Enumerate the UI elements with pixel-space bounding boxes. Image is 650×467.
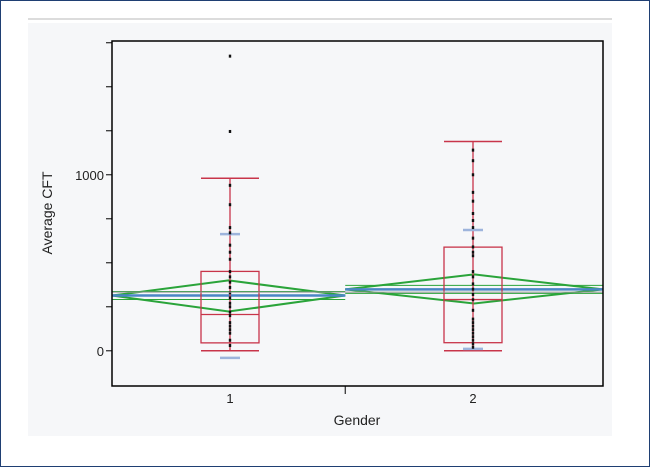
data-point [228, 301, 232, 305]
data-point [228, 285, 232, 289]
data-point [228, 203, 232, 207]
data-point [471, 292, 475, 296]
data-point [471, 212, 475, 215]
data-point [471, 219, 475, 223]
chart-panel [28, 23, 612, 436]
data-point [471, 254, 475, 258]
data-point [228, 243, 232, 247]
x-tick-label: 1 [226, 391, 233, 406]
data-point [228, 231, 232, 235]
data-point [228, 310, 232, 314]
data-point [228, 54, 232, 58]
divider [28, 18, 612, 20]
data-point [471, 328, 475, 332]
data-point [471, 199, 475, 203]
data-point [471, 335, 475, 339]
data-point [471, 148, 475, 152]
data-point [471, 324, 475, 328]
data-point [471, 338, 475, 342]
data-point [471, 298, 475, 302]
data-point [471, 345, 475, 349]
data-point [471, 275, 475, 279]
data-point [471, 287, 475, 291]
data-point [471, 270, 475, 274]
data-point [228, 280, 232, 284]
data-point [228, 296, 232, 300]
data-point [471, 308, 475, 312]
data-point [228, 321, 232, 325]
data-point [471, 236, 475, 240]
data-point [471, 173, 475, 177]
data-point [228, 129, 232, 133]
data-point [228, 338, 232, 342]
data-point [471, 226, 475, 230]
data-point [228, 314, 232, 318]
data-point [228, 291, 232, 295]
data-point [228, 328, 232, 332]
data-point [471, 245, 475, 249]
data-point [471, 342, 475, 346]
x-axis-label: Gender [334, 412, 381, 428]
y-tick-label: 0 [97, 344, 104, 359]
data-point [471, 317, 475, 321]
data-point [228, 324, 232, 328]
data-point [471, 321, 475, 325]
data-point [228, 344, 232, 348]
data-point [228, 250, 232, 254]
data-point [228, 183, 232, 187]
data-point [228, 331, 232, 335]
plot-frame [111, 40, 604, 387]
data-point [228, 226, 232, 230]
data-point [471, 190, 475, 194]
data-point [471, 331, 475, 335]
data-point [471, 159, 475, 163]
data-point [228, 305, 232, 309]
data-point [228, 270, 232, 274]
y-axis-label: Average CFT [39, 171, 55, 254]
x-tick-label: 2 [469, 391, 476, 406]
data-point [228, 257, 232, 261]
data-point [228, 275, 232, 279]
y-tick-label: 1000 [75, 168, 104, 183]
data-point [471, 250, 475, 254]
data-point [471, 282, 475, 286]
